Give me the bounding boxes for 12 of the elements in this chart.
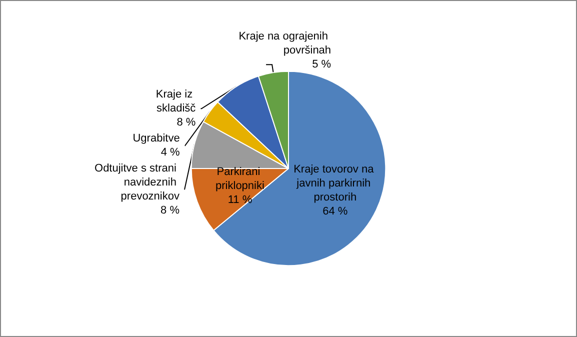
slice-label: Kraje na ograjenih površinah	[238, 30, 332, 57]
data-label: 8 %	[160, 204, 180, 217]
slice-label: Ugrabitve	[132, 132, 180, 145]
slice-label: Kraje tovorov na javnih parkirnih prostorih	[294, 163, 377, 204]
data-label: 4 %	[160, 146, 180, 159]
data-label: 64 %	[322, 205, 348, 218]
data-label: 5 %	[312, 58, 332, 71]
data-label: 11 %	[228, 194, 252, 206]
slice-label: Kraje iz skladišč	[156, 88, 196, 115]
slice-label: Parkirani priklopniki	[216, 166, 264, 192]
data-label: 8 %	[176, 116, 196, 129]
slice-label: Odtujitve s strani navideznih prevoznikov	[94, 162, 180, 203]
